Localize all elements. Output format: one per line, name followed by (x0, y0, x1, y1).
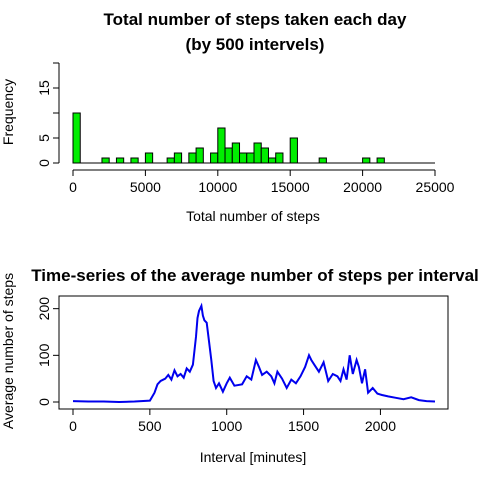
histogram-bars (73, 113, 435, 163)
timeseries-y-axis-label: Average number of steps (0, 273, 16, 429)
histogram-x-axis-label: Total number of steps (186, 208, 320, 224)
histogram-bar (225, 148, 232, 163)
timeseries-x-axis: 0 500 1000 1500 2000 (69, 409, 396, 434)
timeseries-x-axis-label: Interval [minutes] (200, 449, 307, 465)
histogram-bar (174, 153, 181, 163)
histogram-title-line-1: Total number of steps taken each day (104, 10, 407, 29)
histogram-bar (211, 153, 218, 163)
timeseries-x-tick-label: 1000 (211, 418, 242, 434)
histogram-bar (73, 113, 80, 163)
timeseries-chart: Time-series of the average number of ste… (0, 266, 479, 465)
histogram-bar (240, 153, 247, 163)
histogram-bar (116, 158, 123, 163)
histogram-y-tick-label: 0 (36, 159, 52, 167)
histogram-bar (189, 153, 196, 163)
timeseries-y-axis: 0 100 200 (36, 297, 59, 406)
timeseries-y-tick-label: 0 (36, 398, 52, 406)
histogram-bar (247, 153, 254, 163)
histogram-bar (377, 158, 384, 163)
histogram-x-tick-label: 15000 (271, 179, 310, 195)
histogram-bar (290, 138, 297, 163)
timeseries-y-tick-label: 100 (36, 343, 52, 367)
histogram-x-tick-label: 10000 (198, 179, 237, 195)
histogram-bar (261, 148, 268, 163)
histogram-y-axis: 0 5 15 (36, 63, 59, 167)
histogram-x-tick-label: 25000 (416, 179, 455, 195)
histogram-bar (167, 158, 174, 163)
histogram-x-axis: 0 5000 10000 15000 20000 25000 (69, 170, 455, 195)
histogram-bar (131, 158, 138, 163)
timeseries-x-tick-label: 0 (69, 418, 77, 434)
histogram-y-tick-label: 15 (36, 80, 52, 96)
histogram-y-tick-label: 5 (36, 134, 52, 142)
histogram-bar (319, 158, 326, 163)
timeseries-y-tick-label: 200 (36, 297, 52, 321)
timeseries-line (73, 306, 435, 402)
histogram-chart: Total number of steps taken each day (by… (0, 10, 455, 224)
histogram-bar (102, 158, 109, 163)
histogram-x-tick-label: 0 (69, 179, 77, 195)
timeseries-plot-box (59, 296, 448, 409)
timeseries-x-tick-label: 500 (138, 418, 162, 434)
histogram-bar (276, 153, 283, 163)
timeseries-x-tick-label: 1500 (288, 418, 319, 434)
histogram-bar (232, 143, 239, 163)
histogram-x-tick-label: 5000 (130, 179, 161, 195)
histogram-x-tick-label: 20000 (343, 179, 382, 195)
timeseries-x-tick-label: 2000 (365, 418, 396, 434)
histogram-bar (254, 143, 261, 163)
histogram-bar (218, 128, 225, 163)
histogram-title-line-2: (by 500 intervels) (186, 35, 325, 54)
histogram-bar (196, 148, 203, 163)
histogram-y-axis-label: Frequency (0, 79, 16, 145)
histogram-bar (268, 158, 275, 163)
histogram-bar (363, 158, 370, 163)
histogram-bar (145, 153, 152, 163)
timeseries-title: Time-series of the average number of ste… (31, 266, 479, 285)
